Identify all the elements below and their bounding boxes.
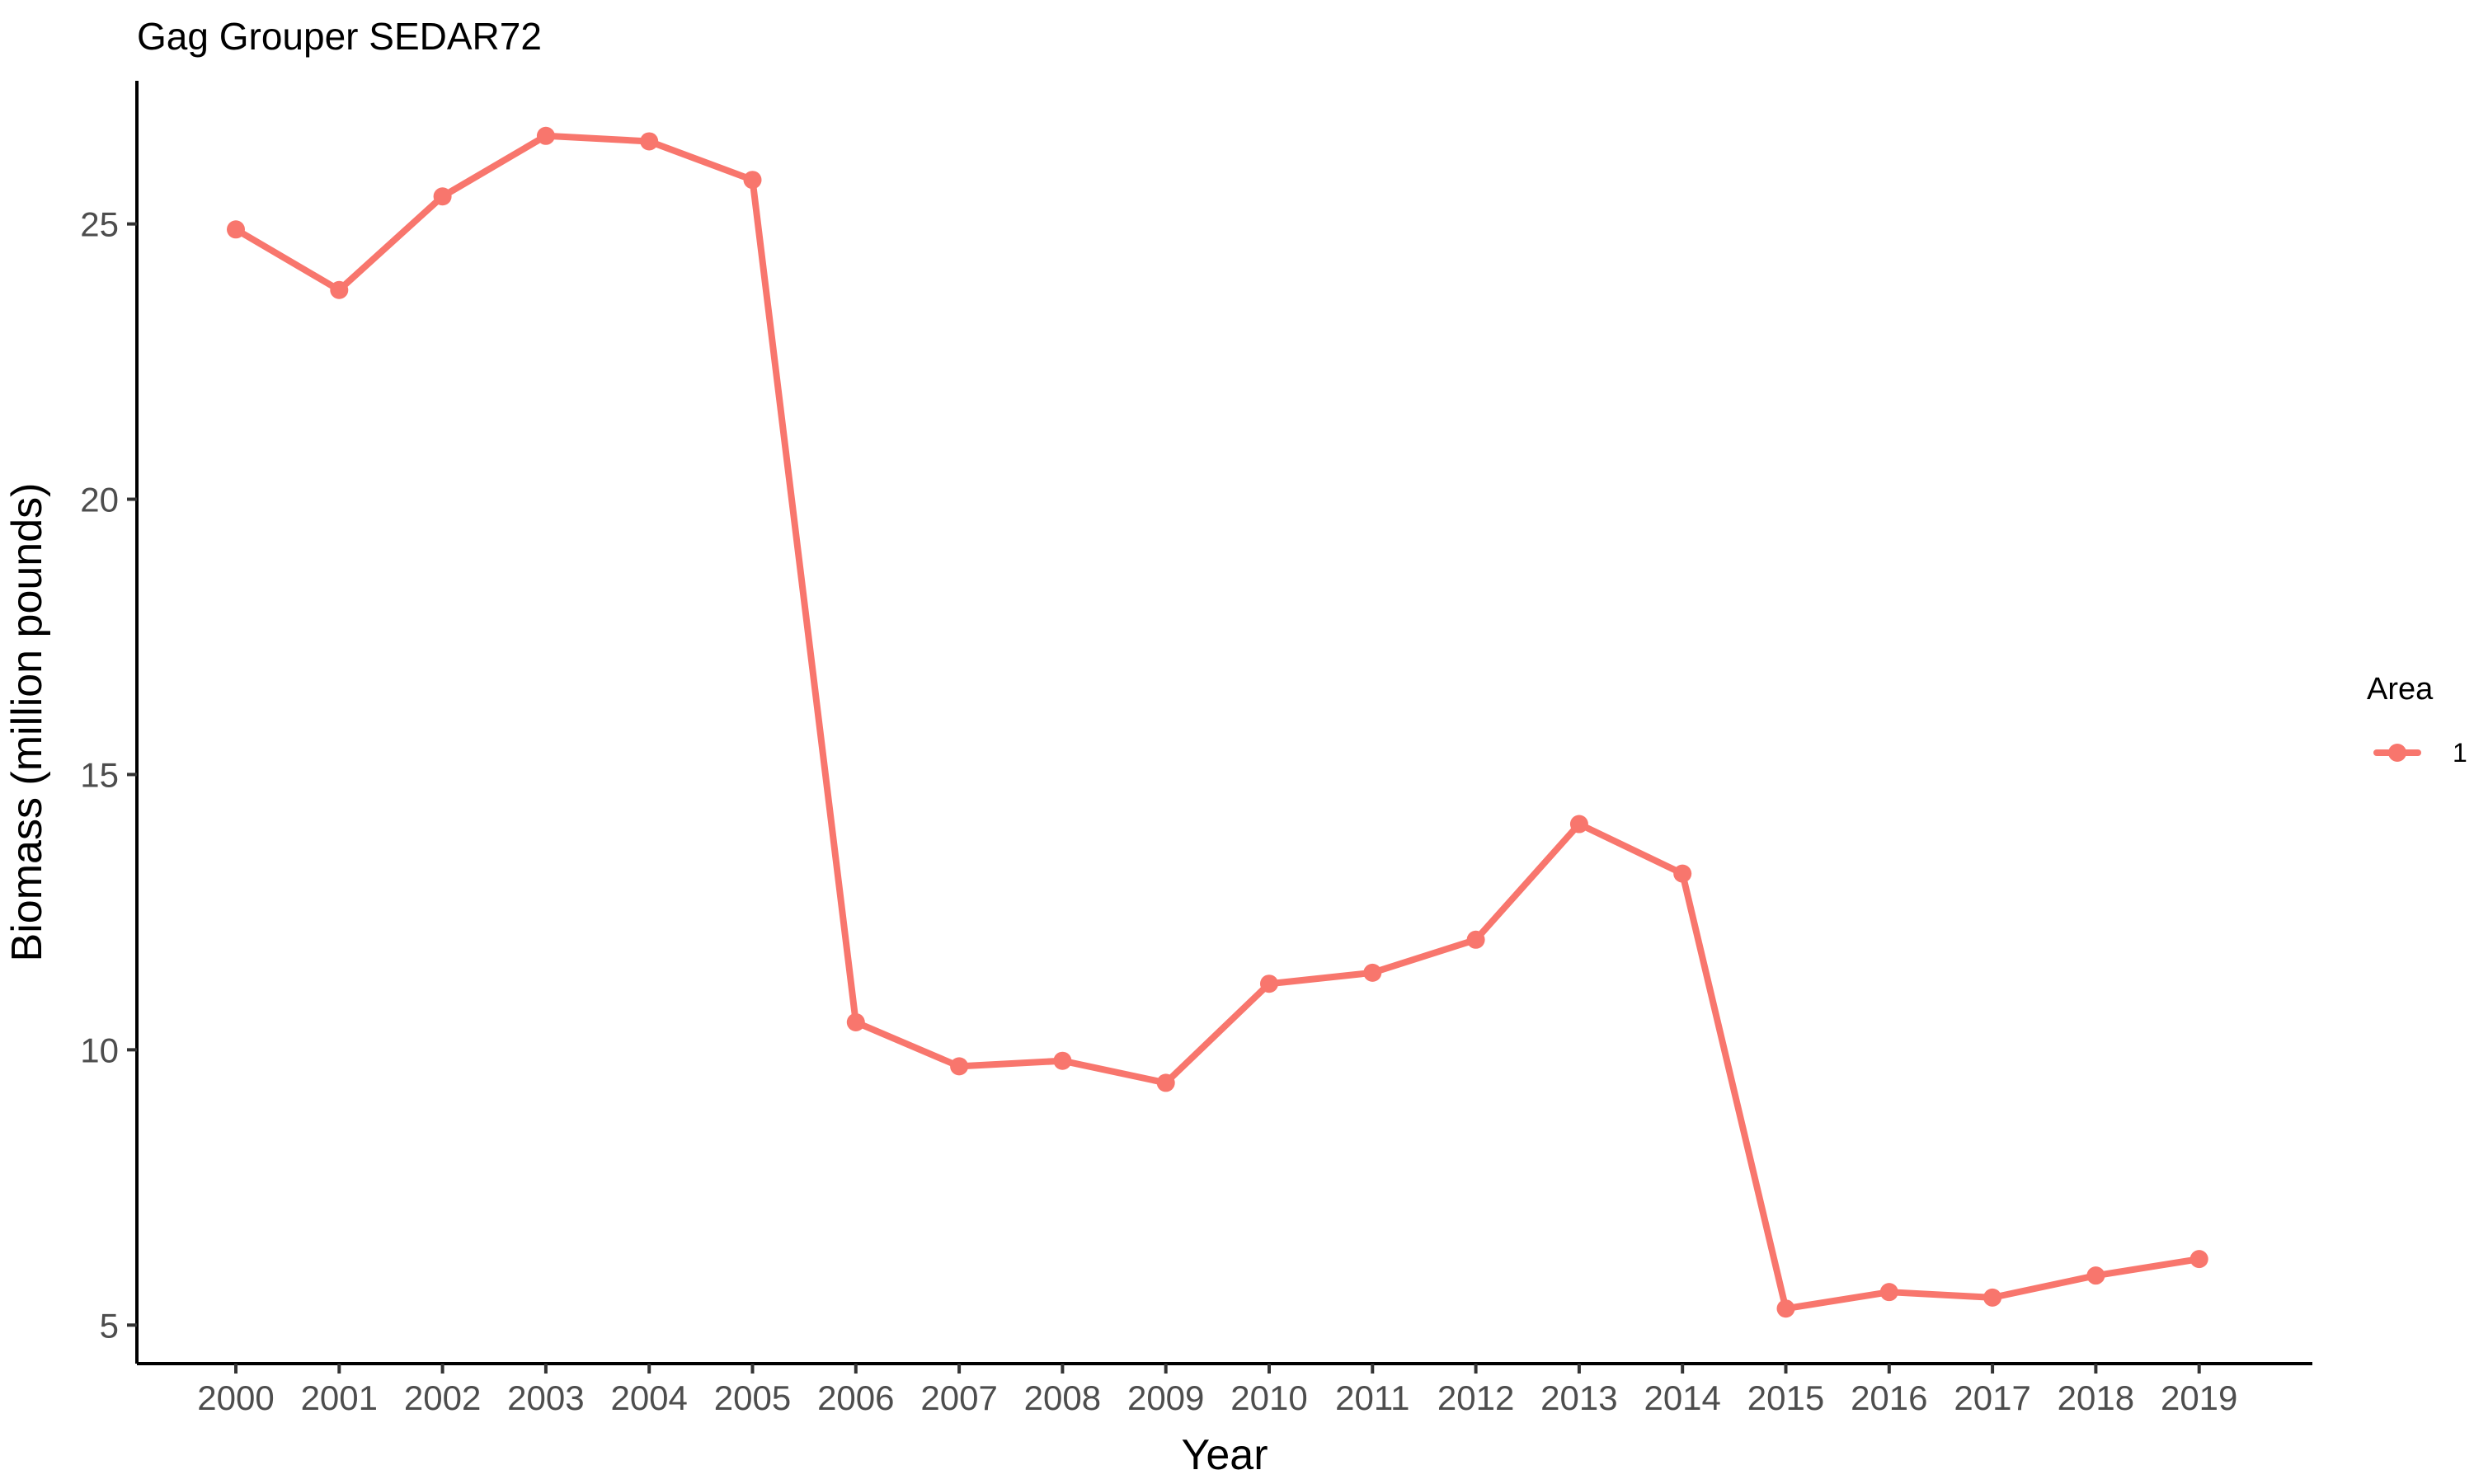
x-tick-label: 2010 xyxy=(1230,1378,1307,1417)
data-point-2019 xyxy=(2189,1250,2208,1269)
y-tick-label: 5 xyxy=(100,1306,119,1345)
data-point-2001 xyxy=(330,280,349,299)
data-point-2017 xyxy=(1983,1288,2002,1307)
y-axis-ticks: 5 10 15 20 25 xyxy=(80,205,137,1345)
x-tick-label: 2005 xyxy=(714,1378,791,1417)
x-tick-label: 2017 xyxy=(1954,1378,2030,1417)
x-tick-label: 2004 xyxy=(610,1378,687,1417)
data-point-2015 xyxy=(1776,1299,1795,1318)
chart-title: Gag Grouper SEDAR72 xyxy=(137,15,542,58)
x-tick-label: 2007 xyxy=(920,1378,997,1417)
x-tick-label: 2014 xyxy=(1644,1378,1720,1417)
legend-title: Area xyxy=(2367,672,2434,707)
data-point-2006 xyxy=(846,1012,865,1031)
x-tick-label: 2019 xyxy=(2161,1378,2237,1417)
x-tick-label: 2008 xyxy=(1024,1378,1101,1417)
plot-area xyxy=(227,126,2208,1318)
x-tick-label: 2018 xyxy=(2058,1378,2134,1417)
y-tick-label: 25 xyxy=(80,205,119,244)
x-tick-label: 2003 xyxy=(507,1378,584,1417)
data-point-2008 xyxy=(1053,1051,1072,1070)
data-point-2000 xyxy=(227,220,245,239)
y-axis-title: Biomass (million pounds) xyxy=(3,483,51,962)
x-tick-label: 2012 xyxy=(1437,1378,1514,1417)
data-point-2002 xyxy=(433,187,452,206)
data-point-2009 xyxy=(1156,1073,1175,1092)
x-tick-label: 2009 xyxy=(1127,1378,1204,1417)
y-tick-label: 20 xyxy=(80,481,119,519)
legend-key-point xyxy=(2388,744,2406,762)
data-point-2014 xyxy=(1673,864,1692,883)
data-point-2016 xyxy=(1879,1283,1898,1302)
x-axis-ticks: 2000 2001 2002 2003 2004 2005 2006 2007 2008 2009… xyxy=(197,1364,2237,1417)
legend-label-series-1: 1 xyxy=(2453,738,2467,768)
x-tick-label: 2016 xyxy=(1851,1378,1927,1417)
x-tick-label: 2001 xyxy=(301,1378,378,1417)
legend: Area 1 xyxy=(2367,672,2467,768)
series-line-1 xyxy=(233,132,2203,1313)
x-tick-label: 2002 xyxy=(404,1378,481,1417)
y-tick-label: 15 xyxy=(80,755,119,794)
data-point-2003 xyxy=(536,126,555,145)
x-tick-label: 2015 xyxy=(1747,1378,1824,1417)
data-point-2010 xyxy=(1260,974,1278,993)
data-point-2011 xyxy=(1363,963,1382,982)
x-tick-label: 2011 xyxy=(1335,1378,1409,1417)
data-point-2007 xyxy=(950,1057,969,1076)
x-tick-label: 2000 xyxy=(197,1378,274,1417)
data-point-2004 xyxy=(640,132,659,151)
x-axis-title: Year xyxy=(1181,1431,1268,1479)
data-point-2012 xyxy=(1466,930,1485,949)
y-tick-label: 10 xyxy=(80,1031,119,1069)
data-point-2018 xyxy=(2086,1266,2105,1285)
x-tick-label: 2013 xyxy=(1540,1378,1617,1417)
data-point-2013 xyxy=(1569,815,1588,834)
x-tick-label: 2006 xyxy=(817,1378,894,1417)
data-point-2005 xyxy=(743,171,762,190)
